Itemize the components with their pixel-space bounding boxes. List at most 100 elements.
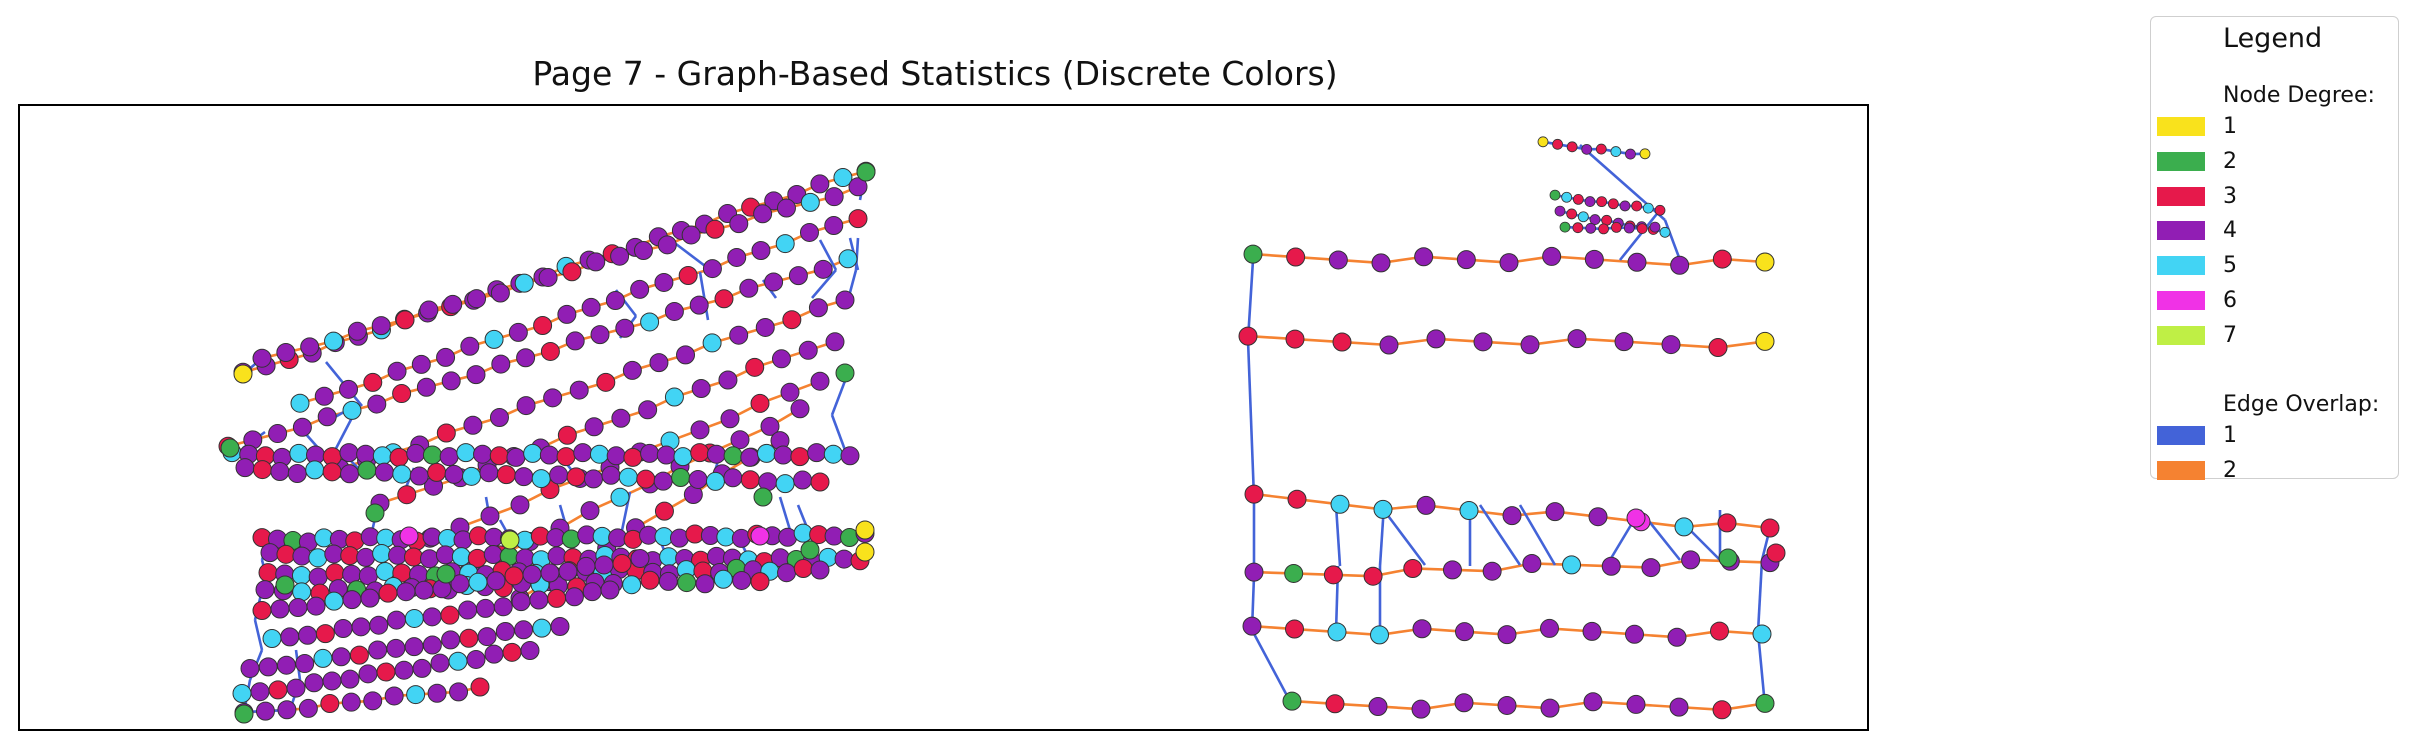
graph-node-degree-4	[633, 241, 653, 261]
graph-node-degree-4	[755, 317, 775, 337]
graph-node-degree-4	[439, 447, 459, 467]
legend-node-degree-3: 3	[2157, 183, 2237, 209]
graph-node-degree-2	[1755, 693, 1775, 713]
graph-node-degree-4	[606, 446, 626, 466]
graph-node-degree-4	[688, 469, 708, 489]
graph-node-degree-4	[764, 272, 784, 292]
graph-node-degree-4	[276, 343, 296, 363]
graph-node-degree-2	[677, 573, 697, 593]
graph-node-degree-5	[640, 312, 660, 332]
graph-node-degree-4	[723, 468, 743, 488]
legend-title: Legend	[2223, 23, 2323, 54]
graph-node-degree-5	[775, 234, 795, 254]
graph-node-degree-2	[753, 487, 773, 507]
graph-node-degree-3	[810, 472, 830, 492]
graph-node-degree-4	[1473, 332, 1493, 352]
graph-node-degree-4	[739, 278, 759, 298]
graph-node-degree-4	[483, 544, 503, 564]
graph-node-degree-5	[622, 575, 642, 595]
graph-node-degree-2	[422, 445, 442, 465]
graph-node-degree-4	[1455, 622, 1474, 642]
node-layer	[218, 136, 1786, 724]
legend-label: 1	[2223, 113, 2237, 139]
graph-node-degree-4	[406, 443, 426, 463]
graph-node-degree-4	[576, 556, 596, 576]
graph-node-degree-4	[1614, 332, 1634, 352]
graph-node-degree-2	[1243, 244, 1263, 264]
graph-node-degree-3	[1323, 565, 1343, 585]
graph-node-degree-4	[466, 365, 486, 385]
graph-node-degree-4	[339, 379, 359, 399]
graph-node-degree-3	[276, 544, 296, 564]
graph-node-degree-4	[848, 177, 868, 197]
edge-overlap-1	[1334, 504, 1342, 567]
graph-node-degree-4	[1502, 506, 1522, 526]
graph-node-degree-4	[808, 298, 828, 318]
graph-node-degree-2	[234, 704, 254, 724]
graph-node-degree-4	[1641, 558, 1661, 578]
graph-node-degree-5	[468, 572, 488, 592]
graph-node-degree-5	[291, 565, 311, 585]
graph-node-degree-4	[727, 247, 747, 267]
graph-node-degree-4	[1626, 694, 1646, 714]
graph-node-degree-3	[1598, 223, 1609, 235]
graph-node-degree-3	[1760, 518, 1780, 538]
graph-node-degree-3	[325, 563, 345, 583]
graph-node-degree-3	[1712, 249, 1732, 269]
graph-node-degree-4	[1328, 250, 1348, 270]
graph-node-degree-4	[825, 332, 845, 352]
graph-node-degree-4	[493, 597, 513, 617]
graph-node-degree-3	[1572, 194, 1584, 205]
graph-node-degree-4	[414, 580, 434, 600]
graph-node-degree-4	[740, 447, 760, 467]
graph-node-degree-4	[630, 279, 650, 299]
graph-node-degree-4	[580, 501, 600, 521]
graph-node-degree-4	[411, 354, 431, 374]
graph-node-degree-4	[268, 424, 288, 444]
graph-node-degree-4	[347, 321, 367, 341]
graph-node-degree-4	[308, 567, 328, 587]
graph-node-degree-4	[441, 371, 461, 391]
graph-node-degree-1	[855, 520, 875, 540]
graph-node-degree-4	[706, 444, 726, 464]
graph-node-degree-3	[678, 266, 698, 286]
graph-node-degree-4	[730, 430, 750, 450]
graph-node-degree-4	[491, 354, 511, 374]
graph-node-degree-4	[341, 692, 361, 712]
graph-node-degree-3	[1712, 700, 1732, 720]
edge-overlap-1	[1756, 631, 1767, 707]
graph-node-degree-3	[1766, 543, 1786, 563]
graph-node-degree-4	[543, 388, 563, 408]
legend-label: 3	[2223, 183, 2237, 209]
graph-node-degree-4	[718, 370, 738, 390]
graph-node-degree-4	[729, 325, 749, 345]
legend-swatch	[2157, 255, 2205, 275]
graph-node-degree-3	[404, 547, 424, 567]
chart-title: Page 7 - Graph-Based Statistics (Discret…	[532, 54, 1338, 93]
graph-node-degree-3	[440, 605, 460, 625]
edge-overlap-1	[1756, 559, 1764, 633]
graph-node-degree-4	[333, 618, 353, 638]
graph-node-degree-4	[1244, 562, 1264, 582]
graph-node-degree-5	[833, 168, 853, 188]
graph-node-degree-4	[511, 592, 531, 612]
edge-overlap-1	[830, 414, 847, 451]
graph-node-degree-4	[489, 408, 509, 428]
graph-node-degree-4	[1625, 148, 1636, 160]
legend-edge-overlap-1: 1	[2157, 422, 2237, 448]
graph-node-degree-4	[288, 598, 308, 618]
graph-node-degree-5	[462, 466, 482, 486]
graph-node-degree-2	[1549, 189, 1561, 201]
graph-node-degree-4	[649, 353, 669, 373]
legend-node-degree-4: 4	[2157, 217, 2237, 243]
legend-swatch	[2157, 116, 2205, 136]
graph-node-degree-3	[1654, 204, 1666, 216]
legend-node-degree-7: 7	[2157, 322, 2237, 348]
graph-node-degree-5	[1562, 555, 1582, 575]
graph-node-degree-4	[656, 445, 676, 465]
graph-node-degree-3	[1363, 566, 1383, 586]
graph-node-degree-4	[412, 658, 432, 678]
graph-node-degree-3	[315, 624, 335, 644]
graph-node-degree-2	[1282, 691, 1302, 711]
edge-overlap-1	[1246, 339, 1256, 499]
